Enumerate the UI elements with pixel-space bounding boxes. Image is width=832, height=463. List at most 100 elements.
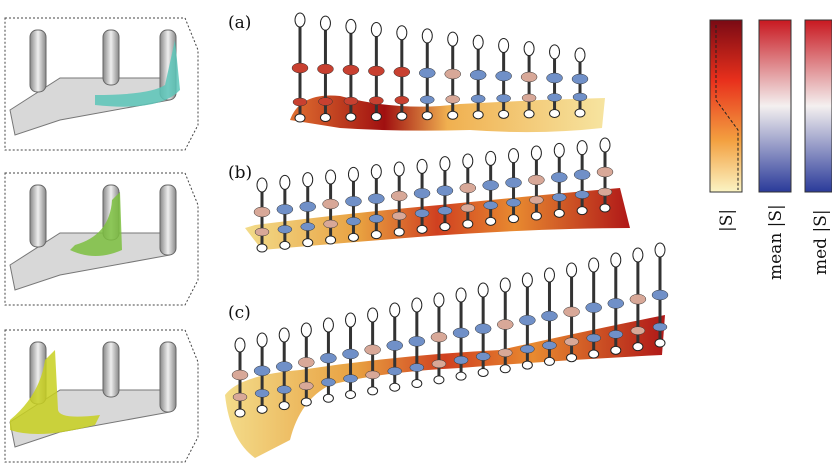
glyph-part <box>321 378 335 386</box>
glyph-part <box>542 341 556 349</box>
glyph-part <box>611 346 621 354</box>
glyph-part <box>254 207 270 217</box>
glyph-part <box>257 178 267 192</box>
glyph-part <box>548 93 562 101</box>
glyph-part <box>257 333 267 347</box>
glyph-part <box>348 167 358 181</box>
glyph-part <box>323 199 339 209</box>
glyph-part <box>461 204 475 212</box>
glyph-part <box>478 283 488 297</box>
glyph-part <box>611 253 621 267</box>
glyph-part <box>323 318 333 332</box>
glyph-part <box>567 354 577 362</box>
glyph-part <box>586 303 602 313</box>
glyph-part <box>509 149 519 163</box>
glyph-part <box>346 313 356 327</box>
glyph-part <box>303 239 313 247</box>
glyph-part <box>520 345 534 353</box>
glyph-part <box>345 196 361 206</box>
glyph-part <box>232 370 248 380</box>
glyph-part <box>276 362 292 372</box>
glyph-part <box>431 332 447 342</box>
glyph-part <box>371 231 381 239</box>
glyph-part <box>326 170 336 184</box>
glyph-part <box>499 110 509 118</box>
glyph-part <box>506 178 522 188</box>
glyph-part <box>415 209 429 217</box>
glyph-part <box>554 209 564 217</box>
colorbar <box>710 20 742 192</box>
glyph-part <box>567 263 577 277</box>
glyph-part <box>608 298 624 308</box>
glyph-part <box>368 308 378 322</box>
glyph-part <box>653 323 667 331</box>
glyph-part <box>522 273 532 287</box>
glyph-part <box>368 194 384 204</box>
glyph-part <box>456 288 466 302</box>
glyph-part <box>320 114 330 122</box>
panel-label: (b) <box>228 163 252 183</box>
glyph-part <box>346 391 356 399</box>
glyph-part <box>497 94 511 102</box>
glyph-part <box>655 243 665 257</box>
glyph-part <box>395 96 409 104</box>
glyph-part <box>235 338 245 352</box>
glyph-part <box>420 96 434 104</box>
glyph-part <box>317 64 333 74</box>
glyph-part <box>295 114 305 122</box>
glyph-part <box>463 220 473 228</box>
glyph-part <box>552 193 566 201</box>
glyph-part <box>521 72 537 82</box>
glyph-part <box>453 328 469 338</box>
glyph-part <box>387 341 403 351</box>
glyph-part <box>600 138 610 152</box>
glyph-part <box>412 298 422 312</box>
glyph-part <box>366 371 380 379</box>
glyph-part <box>577 207 587 215</box>
glyph-part <box>589 258 599 272</box>
glyph-part <box>390 303 400 317</box>
glyph-part <box>300 202 316 212</box>
glyph-part <box>371 23 381 37</box>
glyph-part <box>279 328 289 342</box>
glyph-part <box>575 48 585 62</box>
glyph-part <box>597 167 613 177</box>
glyph-part <box>432 360 446 368</box>
glyph-part <box>295 13 305 27</box>
glyph-part <box>499 38 509 52</box>
glyph-part <box>233 393 247 401</box>
glyph-part <box>598 188 612 196</box>
glyph-part <box>298 357 314 367</box>
glyph-part <box>371 113 381 121</box>
glyph-part <box>497 319 513 329</box>
glyph-part <box>414 188 430 198</box>
glyph-part <box>371 165 381 179</box>
glyph-part <box>293 98 307 106</box>
figure: (a) (b) (c) |S| mean |S| med |S| <box>0 0 832 463</box>
glyph-part <box>410 364 424 372</box>
glyph-part <box>572 74 588 84</box>
glyph-part <box>574 170 590 180</box>
glyph-part <box>507 199 521 207</box>
glyph-part <box>609 330 623 338</box>
glyph-part <box>600 204 610 212</box>
thumbnails <box>5 18 198 462</box>
glyph-part <box>463 154 473 168</box>
glyph-part <box>633 248 643 262</box>
glyph-part <box>633 343 643 351</box>
glyph-part <box>519 315 535 325</box>
glyph-part <box>575 191 589 199</box>
glyph-part <box>573 93 587 101</box>
glyph-part <box>368 387 378 395</box>
glyph-part <box>473 111 483 119</box>
glyph-part <box>303 173 313 187</box>
panel-label: (a) <box>228 13 251 33</box>
glyph-part <box>422 29 432 43</box>
glyph-part <box>547 73 563 83</box>
glyph-part <box>412 380 422 388</box>
glyph-part <box>524 42 534 56</box>
glyph-part <box>550 45 560 59</box>
glyph-part <box>486 151 496 165</box>
glyph-part <box>255 389 269 397</box>
glyph-part <box>391 191 407 201</box>
